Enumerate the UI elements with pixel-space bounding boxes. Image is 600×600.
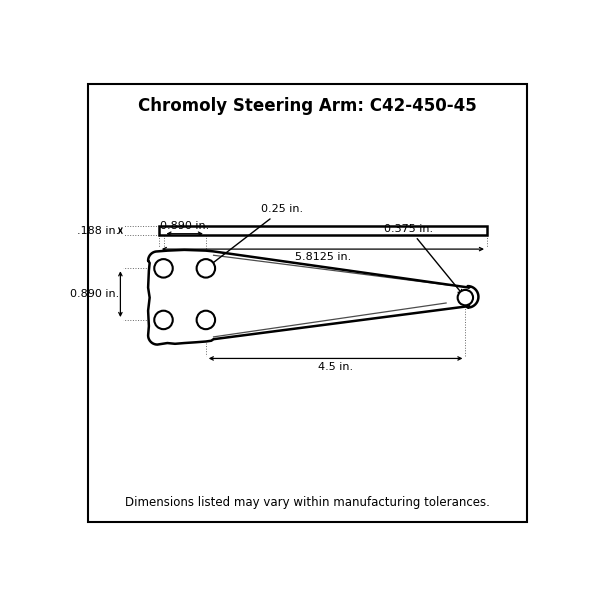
Circle shape <box>197 259 215 278</box>
Circle shape <box>154 259 173 278</box>
Text: Chromoly Steering Arm: C42-450-45: Chromoly Steering Arm: C42-450-45 <box>138 97 477 115</box>
Text: 0.375 in.: 0.375 in. <box>385 224 463 294</box>
Text: 4.5 in.: 4.5 in. <box>318 362 353 371</box>
Circle shape <box>197 311 215 329</box>
Text: 0.890 in.: 0.890 in. <box>70 289 119 299</box>
Text: 5.8125 in.: 5.8125 in. <box>295 252 351 262</box>
Circle shape <box>154 311 173 329</box>
Text: Dimensions listed may vary within manufacturing tolerances.: Dimensions listed may vary within manufa… <box>125 496 490 509</box>
Text: .188 in.: .188 in. <box>77 226 119 236</box>
Text: 0.890 in.: 0.890 in. <box>160 221 209 230</box>
Polygon shape <box>148 250 478 344</box>
Bar <box>159 226 487 235</box>
Circle shape <box>458 290 473 305</box>
Text: 0.25 in.: 0.25 in. <box>209 205 304 266</box>
